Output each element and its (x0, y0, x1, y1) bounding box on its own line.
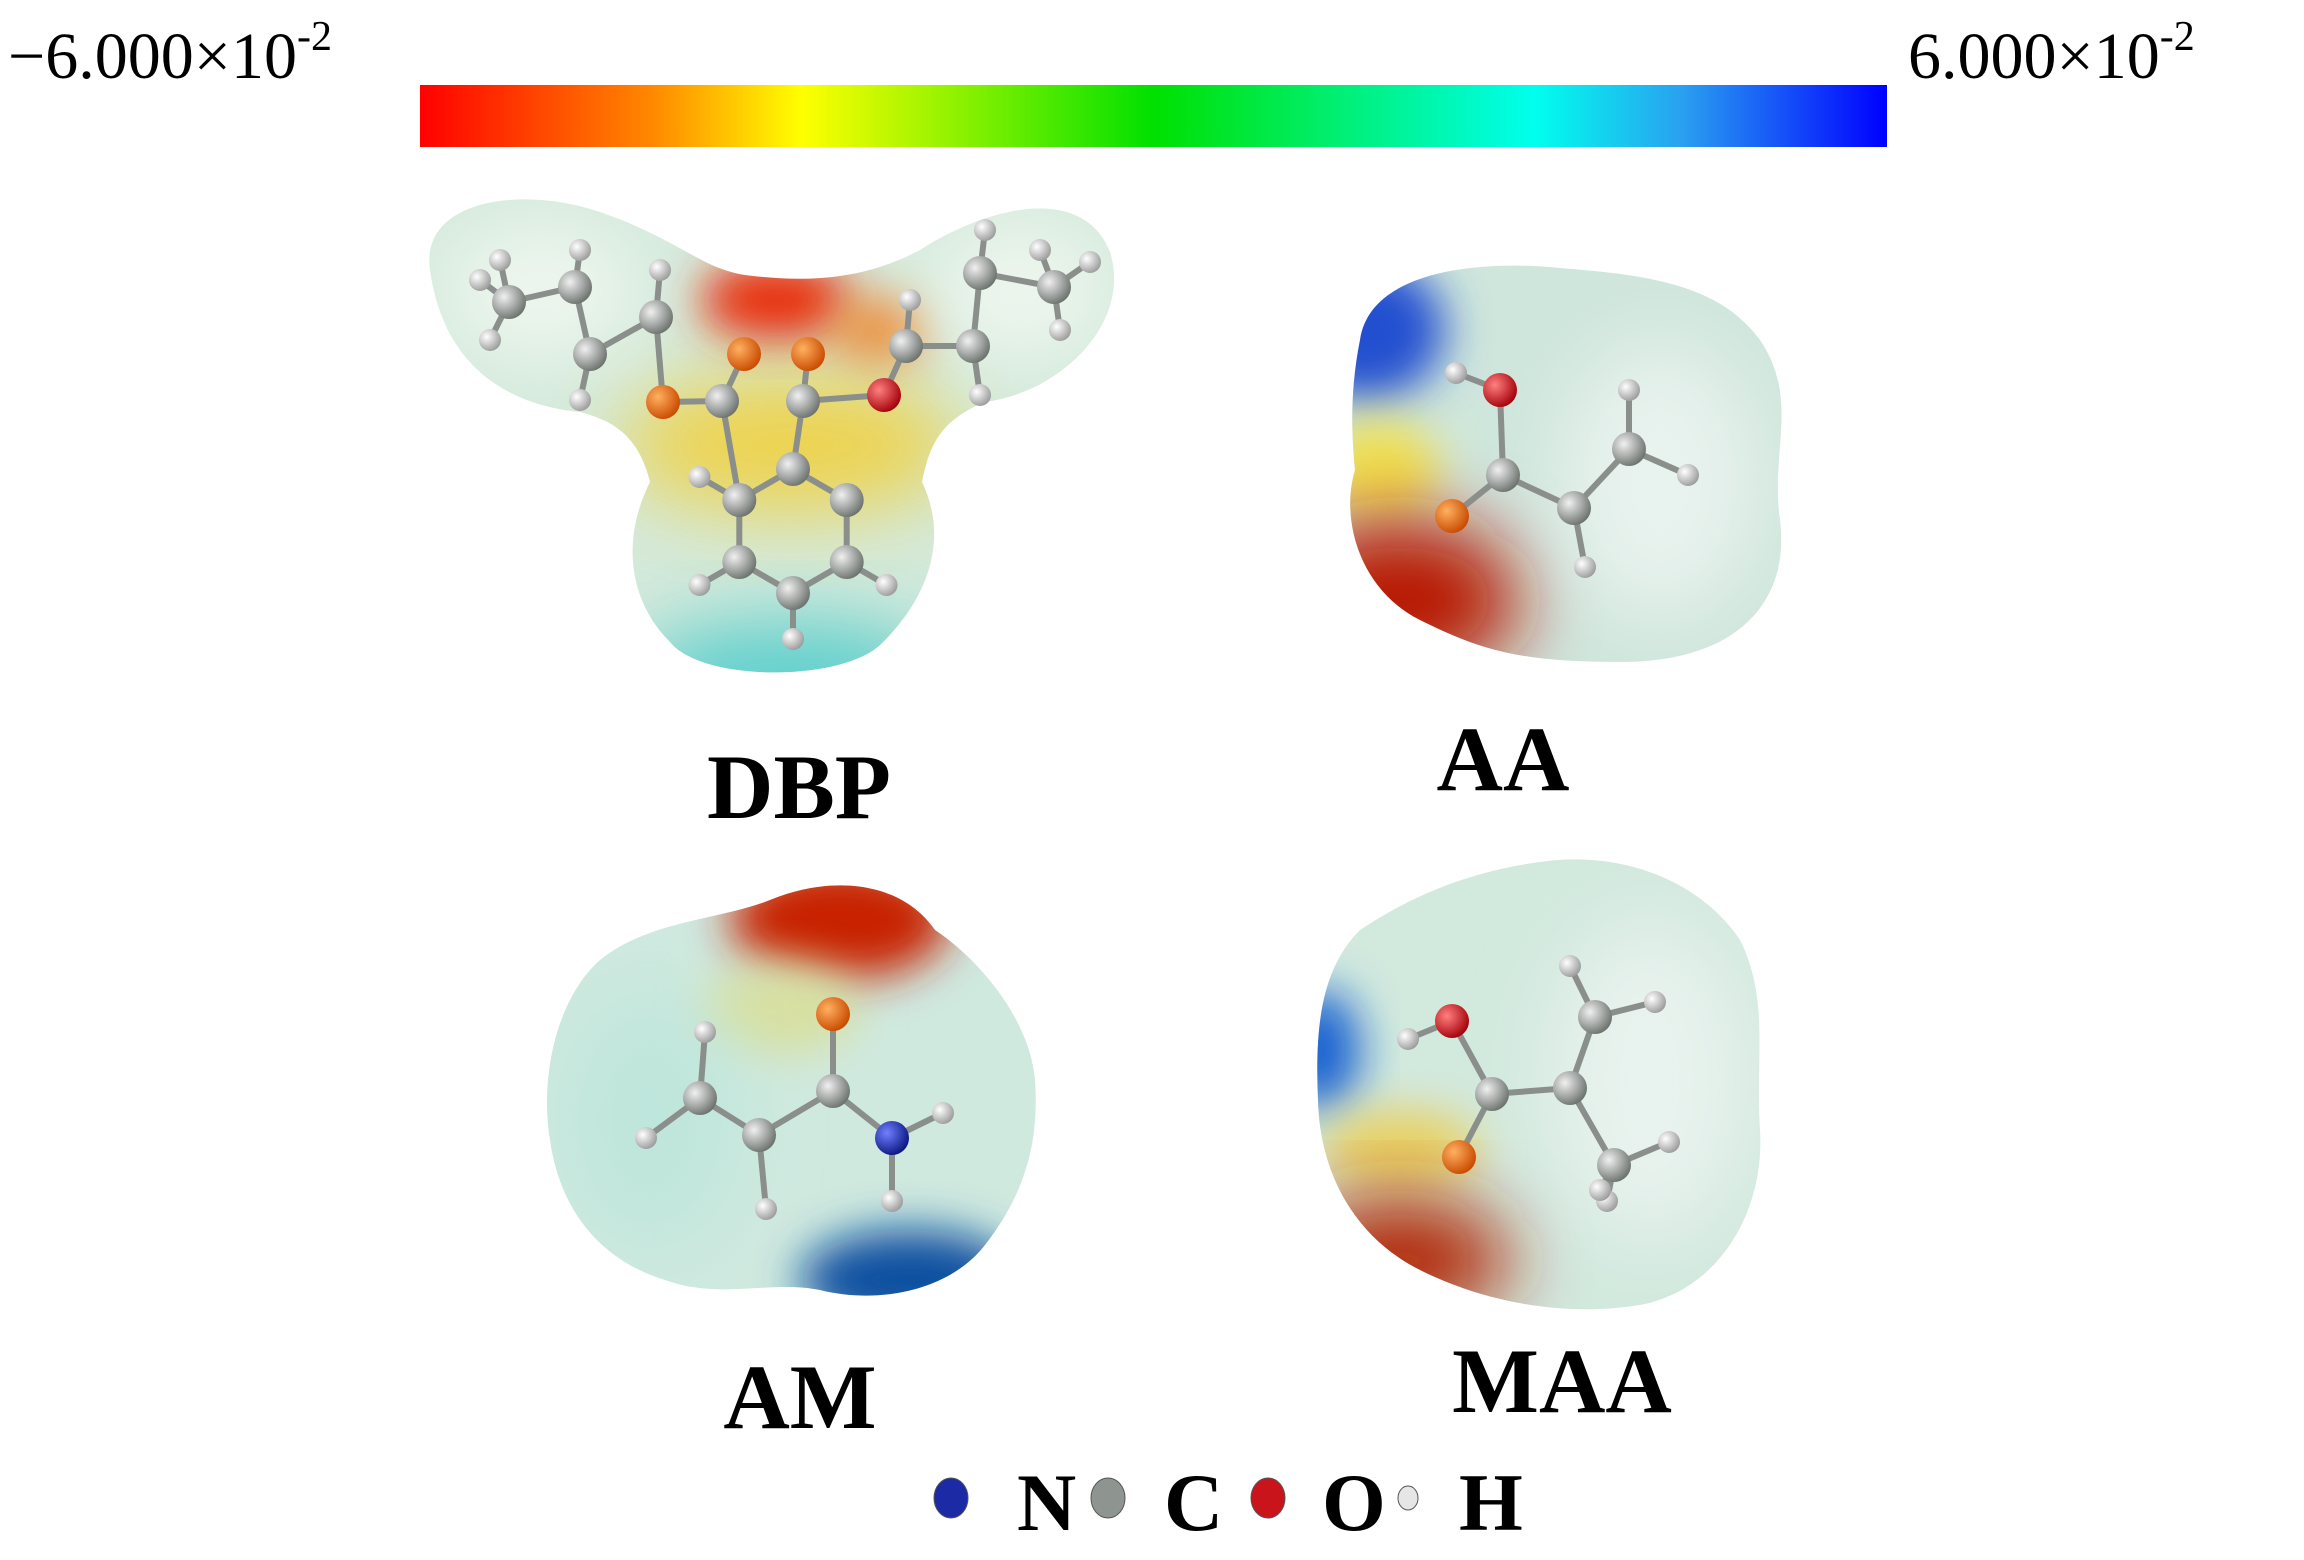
atom (776, 452, 810, 486)
atom (1442, 1140, 1476, 1174)
atom (1486, 458, 1520, 492)
atom (969, 384, 991, 406)
atom (1553, 1071, 1587, 1105)
legend-label: N (1017, 1457, 1076, 1548)
atom (1612, 432, 1646, 466)
atom (1483, 373, 1517, 407)
atom (974, 219, 996, 241)
colorbar-min-text: −6.000×10 (8, 20, 297, 93)
colorbar-max-text: 6.000×10 (1908, 20, 2160, 93)
atom (1029, 239, 1051, 261)
atom (1445, 362, 1467, 384)
colorbar (420, 85, 1887, 147)
atom (956, 329, 990, 363)
atom (646, 385, 680, 419)
legend-swatch (933, 1477, 969, 1519)
atom (1435, 499, 1469, 533)
atom (1079, 251, 1101, 273)
atom (963, 256, 997, 290)
atom (755, 1198, 777, 1220)
atom (722, 483, 757, 517)
atom (649, 259, 671, 281)
surface-aa (1350, 265, 1782, 662)
atom (829, 483, 864, 517)
atom (639, 300, 673, 334)
atom (1578, 1000, 1612, 1034)
atom (694, 1021, 716, 1043)
atom (569, 389, 591, 411)
atom (635, 1127, 657, 1149)
atom (889, 329, 923, 363)
atom (1049, 319, 1071, 341)
atom (1644, 991, 1666, 1013)
atom (816, 997, 850, 1031)
atom (1618, 379, 1640, 401)
legend-label: H (1459, 1457, 1523, 1548)
atom (791, 337, 825, 371)
atom (1557, 491, 1591, 525)
atom (558, 270, 592, 304)
colorbar-max-exponent: -2 (2160, 14, 2195, 60)
atom (881, 1190, 903, 1212)
molecule-label: AA (1437, 708, 1570, 810)
atom (1574, 556, 1596, 578)
atom (1597, 1148, 1631, 1182)
atom (479, 329, 501, 351)
atom (727, 337, 761, 371)
legend-swatch (1090, 1477, 1126, 1519)
atom (573, 337, 607, 371)
atom (492, 285, 526, 319)
atom (469, 269, 491, 291)
atom (1037, 270, 1071, 304)
atom (932, 1102, 954, 1124)
atom (816, 1074, 850, 1108)
atom (1677, 464, 1699, 486)
legend-swatch (1250, 1477, 1286, 1519)
atom (786, 384, 820, 418)
atom (688, 574, 711, 596)
atom (1658, 1131, 1680, 1153)
atom (722, 545, 757, 579)
atom (829, 545, 864, 579)
atom (1589, 1179, 1611, 1201)
molecule-label: AM (723, 1346, 876, 1448)
legend-label: O (1322, 1457, 1386, 1548)
atoms (469, 219, 1699, 1220)
surface-am (547, 885, 1036, 1296)
atom (683, 1081, 717, 1115)
atom (742, 1118, 776, 1152)
legend-swatch (1397, 1485, 1419, 1511)
molecule-label: DBP (707, 736, 891, 838)
atom (776, 576, 810, 610)
atom (1397, 1028, 1419, 1050)
atom (705, 384, 739, 418)
atom (1559, 955, 1581, 977)
colorbar-min-exponent: -2 (297, 14, 332, 60)
atom (569, 239, 591, 261)
legend-label: C (1164, 1457, 1223, 1548)
atom (875, 1121, 909, 1155)
colorbar-max-label: 6.000×10-2 (1908, 14, 2195, 93)
atom (1435, 1004, 1469, 1038)
atom (899, 289, 921, 311)
atom (1475, 1077, 1509, 1111)
atom (489, 249, 511, 271)
atom (782, 628, 804, 650)
atom (867, 378, 901, 412)
colorbar-min-label: −6.000×10-2 (8, 14, 332, 93)
atom (875, 574, 898, 596)
molecule-label: MAA (1452, 1330, 1672, 1432)
atom (688, 466, 711, 488)
